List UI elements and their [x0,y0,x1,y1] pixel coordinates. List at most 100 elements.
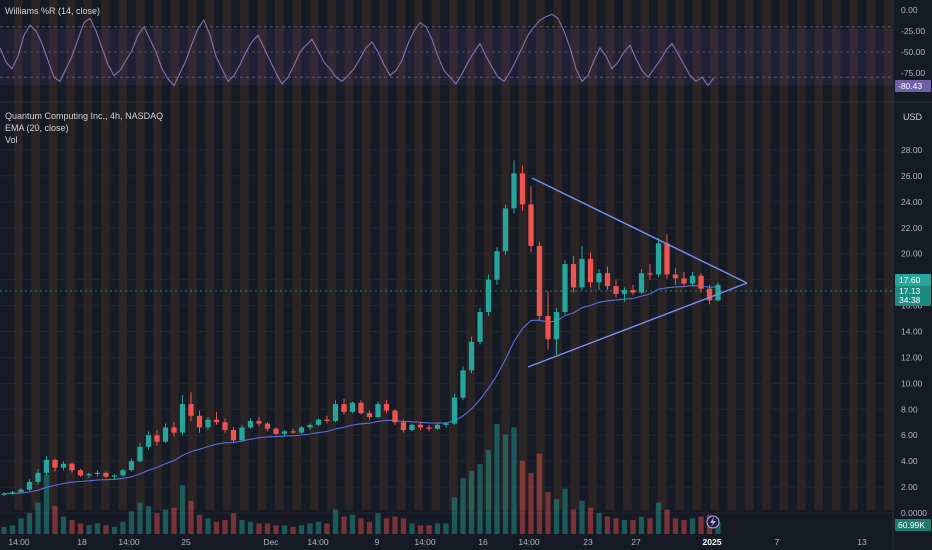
time-tick-label: 14:00 [118,537,140,547]
volume-bar [145,506,152,534]
wr-tick-label: -50.00 [901,47,925,57]
volume-bar [604,516,611,534]
volume-bar [451,497,458,534]
session-band [309,0,319,510]
candle-body [468,341,475,371]
volume-bar [375,513,381,534]
session-band [605,0,615,510]
session-band [710,0,719,510]
candle-body [52,459,58,468]
candlesticks [1,160,721,497]
volume-bar [409,523,415,534]
volume-bar [120,521,126,534]
volume-bar [596,513,602,534]
volume-bar [392,516,398,534]
lightning-icon[interactable] [706,515,720,529]
candle-body [460,370,466,398]
volume-bar [630,520,636,534]
indicator-title[interactable]: Williams %R (14, close) [5,6,100,16]
session-band [362,0,371,510]
candle-body [341,404,347,412]
volume-bar [43,474,50,534]
session-band [831,0,841,510]
currency-label[interactable]: USD [903,112,923,122]
volume-bar [273,525,279,534]
candle-body [451,397,458,424]
session-band [396,0,406,510]
wr-path [0,13,715,87]
volume-bar [545,492,551,534]
volume-bar [468,471,475,534]
candle-body [511,173,517,209]
price-tick-label: 12.00 [901,352,923,362]
volume-bar [290,527,296,534]
volume-bar [383,518,390,534]
candle-body [392,410,398,423]
wr-axis[interactable]: 0.00 -25.00 -50.00 -75.00 [901,5,925,78]
ema-legend[interactable]: EMA (20, close) [5,123,69,133]
volume-legend[interactable]: Vol [5,135,18,145]
candle-body [213,419,220,423]
candle-body [60,463,67,468]
volume-bar [528,472,534,534]
volume-badge [895,519,931,531]
ema-price-badge [895,286,931,306]
session-band [431,0,441,510]
volume-bar [196,514,203,534]
session-band [153,0,162,510]
wr-tick-label: -75.00 [901,68,925,78]
triangle-drawing[interactable] [527,177,748,368]
volume-bar [230,513,237,534]
time-tick-label: Dec [263,537,279,547]
volume-bar [213,521,220,534]
session-band [779,0,789,510]
volume-bar [511,427,517,534]
candle-body [137,446,143,462]
session-band [588,0,597,510]
symbol-title[interactable]: Quantum Computing Inc., 4h, NASDAQ [5,111,163,121]
candle-body [298,427,305,433]
time-tick-label: 18 [77,537,87,547]
triangle-lower-trendline[interactable] [527,282,748,368]
candle-body [9,492,16,494]
volume-bar [689,518,696,534]
price-tick-label: 20.00 [901,249,923,259]
session-band [884,0,893,510]
session-band [101,0,110,510]
session-band [518,0,528,510]
time-axis[interactable]: 14:00 18 14:00 25 Dec 14:00 9 14:00 16 14:00 23 27 2… [8,537,867,547]
candle-body [562,264,568,313]
candle-body [426,427,432,429]
time-tick-label: 9 [375,537,380,547]
volume-bar [434,523,441,534]
volume-bar [664,509,670,534]
volume-bar [349,514,356,534]
candle-body [434,424,441,429]
volume-bar [460,478,466,534]
candle-body [103,472,109,477]
session-band [553,0,563,510]
volume-bar [655,502,662,534]
wr-value-text: -80.43 [898,81,922,91]
session-band [14,0,23,510]
session-band [83,0,93,510]
volume-bar [579,500,585,534]
volume-bar [18,518,24,534]
candle-body [26,481,33,490]
candle-body [519,173,526,205]
candle-body [664,243,670,275]
candle-body [630,290,636,293]
volume-bar [341,516,347,534]
volume-bar [638,516,645,534]
session-band [640,0,650,510]
session-band [762,0,771,510]
session-band [31,0,41,510]
triangle-upper-trendline[interactable] [531,177,748,284]
volume-bar [621,520,628,534]
session-band [135,0,145,510]
candle-body [621,290,628,294]
volume-bar [570,509,577,534]
session-band [292,0,302,510]
volume-bar [502,434,509,534]
